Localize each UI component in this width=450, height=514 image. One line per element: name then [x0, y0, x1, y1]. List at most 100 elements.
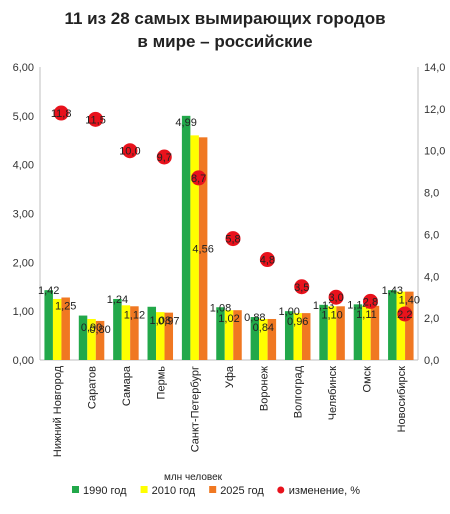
bar-3 — [95, 320, 105, 360]
chart-legend: 1990 год 2010 год 2025 год изменение, % — [72, 485, 360, 497]
legend-label: 1990 год — [83, 485, 127, 497]
left-tick-label: 1,00 — [13, 306, 34, 318]
right-tick-label: 14,0 — [424, 62, 445, 74]
bar-2 — [52, 298, 62, 360]
right-tick-label: 12,0 — [424, 104, 445, 116]
bar-data-label: 0,90 — [81, 322, 102, 334]
bar-3 — [164, 312, 174, 360]
category-label: Пермь — [155, 366, 167, 400]
bar-2 — [87, 318, 96, 360]
category-label: Саратов — [87, 366, 99, 409]
bar-3 — [61, 297, 70, 360]
bar-1 — [44, 290, 53, 360]
category-label: Челябинск — [327, 366, 339, 420]
bar-1 — [181, 115, 191, 360]
change-data-label: 8,7 — [191, 173, 206, 185]
bar-2 — [156, 312, 165, 360]
bar-data-label: 1,13 — [313, 300, 334, 312]
left-tick-label: 6,00 — [13, 62, 34, 74]
left-tick-label: 0,00 — [13, 355, 34, 367]
change-point — [294, 279, 310, 295]
bar-data-label: 1,40 — [399, 295, 420, 307]
bar-data-label: 0,88 — [244, 312, 265, 324]
bar-1 — [388, 290, 397, 360]
bar-2 — [362, 305, 371, 360]
change-point — [259, 252, 275, 268]
bar-data-label: 0,97 — [158, 316, 179, 328]
category-label: Новосибирск — [396, 366, 408, 433]
change-point — [225, 231, 241, 247]
bar-2 — [396, 291, 406, 360]
right-tick-label: 6,0 — [424, 229, 439, 241]
bar-data-label: 1,25 — [55, 300, 76, 312]
bar-1 — [147, 306, 157, 360]
right-tick-label: 10,0 — [424, 146, 445, 158]
bar-data-label: 0,84 — [253, 322, 274, 334]
category-label: Уфа — [224, 365, 236, 388]
right-tick-label: 2,0 — [424, 313, 439, 325]
chart-marks: 0,00 1,00 2,00 3,00 4,00 5,00 6,00 0,0 2,0 4,0 6,0… — [13, 62, 446, 457]
change-data-label: 11,8 — [51, 108, 72, 120]
bar-2 — [293, 313, 302, 360]
left-tick-label: 3,00 — [13, 209, 34, 221]
bar-1 — [284, 311, 294, 360]
bar-3 — [336, 306, 345, 360]
bar-data-label: 1,43 — [382, 285, 403, 297]
category-label: Волгоград — [293, 365, 305, 418]
change-point — [191, 170, 207, 186]
right-tick-label: 8,0 — [424, 188, 439, 200]
right-tick-label: 0,0 — [424, 355, 439, 367]
bar-data-label: 4,56 — [192, 244, 213, 256]
bar-3 — [198, 137, 208, 360]
bar-data-label: 1,08 — [210, 302, 231, 314]
change-point — [362, 293, 378, 309]
change-data-label: 2,2 — [397, 309, 412, 321]
bar-data-label: 1,42 — [38, 285, 59, 297]
bar-3 — [370, 305, 380, 360]
bar-1 — [250, 317, 260, 360]
left-tick-label: 4,00 — [13, 160, 34, 172]
legend-swatch-change — [277, 486, 285, 494]
category-label: Самара — [121, 365, 133, 406]
bar-2 — [259, 318, 268, 360]
change-data-label: 11,5 — [85, 114, 106, 126]
bar-1 — [319, 304, 328, 360]
bar-3 — [405, 291, 414, 360]
bar-data-label: 1,11 — [356, 309, 377, 321]
chart-title-line-1: 11 из 28 самых вымирающих городов — [64, 9, 385, 28]
bar-1 — [113, 298, 122, 360]
unit-label: млн человек — [164, 472, 223, 483]
bar-3 — [130, 306, 139, 360]
change-point — [328, 289, 344, 305]
bar-2 — [224, 310, 234, 360]
bar-2 — [121, 305, 131, 360]
change-point — [122, 143, 138, 159]
bar-2 — [327, 306, 337, 360]
bar-data-label: 1,12 — [124, 309, 145, 321]
left-tick-label: 5,00 — [13, 111, 34, 123]
bar-data-label: 0,96 — [287, 316, 308, 328]
bar-3 — [267, 318, 277, 360]
bar-2 — [190, 135, 199, 360]
chart-title-line-2: в мире – российские — [137, 32, 312, 51]
bar-3 — [301, 313, 311, 360]
legend-label: 2010 год — [152, 485, 196, 497]
category-label: Воронеж — [258, 365, 270, 411]
bar-data-label: 1,10 — [321, 309, 342, 321]
bar-data-label: 1,00 — [279, 306, 300, 318]
change-data-label: 3,0 — [328, 292, 343, 304]
bar-3 — [233, 310, 242, 360]
bar-data-label: 0,80 — [89, 324, 110, 336]
left-tick-label: 2,00 — [13, 257, 34, 269]
legend-label: изменение, % — [289, 485, 361, 497]
bar-data-label: 1,08 — [150, 315, 171, 327]
bar-1 — [353, 304, 363, 360]
legend-swatch-1 — [72, 486, 79, 493]
category-label: Нижний Новгород — [52, 365, 64, 457]
change-point — [397, 306, 413, 322]
change-data-label: 9,7 — [157, 152, 172, 164]
bar-data-label: 1,24 — [107, 294, 128, 306]
bar-1 — [78, 315, 88, 360]
legend-label: 2025 год — [220, 485, 264, 497]
